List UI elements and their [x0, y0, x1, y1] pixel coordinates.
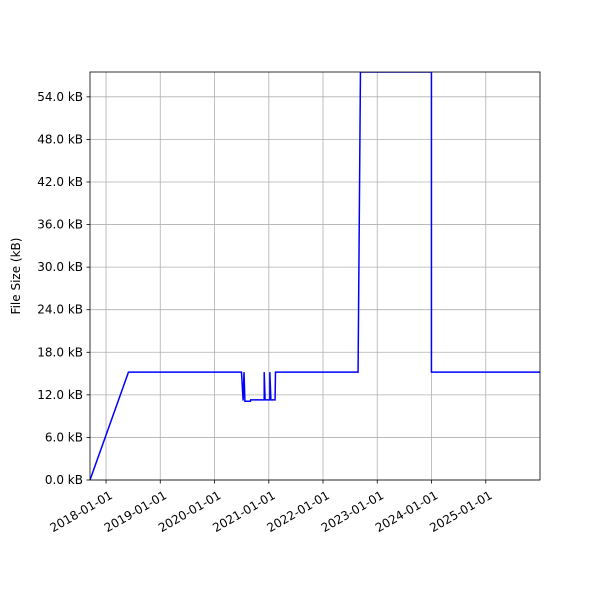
y-tick-label: 18.0 kB — [37, 345, 83, 359]
y-tick-label: 12.0 kB — [37, 388, 83, 402]
y-axis: 0.0 kB 6.0 kB 12.0 kB 18.0 kB 24.0 kB 30.0 kB… — [37, 90, 90, 487]
plot-frame — [89, 71, 541, 481]
y-tick-label: 0.0 kB — [45, 473, 83, 487]
y-tick-label: 36.0 kB — [37, 218, 83, 232]
series-lines — [90, 72, 540, 480]
y-tick-label: 30.0 kB — [37, 260, 83, 274]
y-tick-label: 6.0 kB — [45, 430, 83, 444]
grid-lines — [90, 72, 540, 481]
y-tick-label: 48.0 kB — [37, 132, 83, 146]
series-line — [90, 72, 540, 480]
y-tick-label: 24.0 kB — [37, 303, 83, 317]
y-tick-label: 42.0 kB — [37, 175, 83, 189]
y-axis-title: File Size (kB) — [9, 238, 23, 315]
y-tick-label: 54.0 kB — [37, 90, 83, 104]
